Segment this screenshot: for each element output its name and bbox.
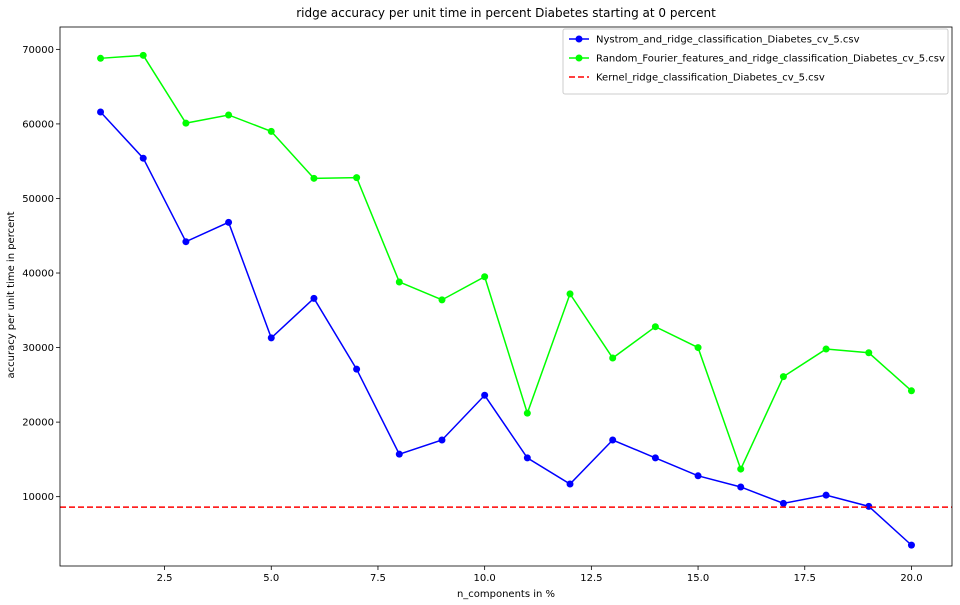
series-0-point	[523, 454, 531, 462]
series-0-point	[481, 391, 489, 399]
series-1-point	[481, 273, 489, 281]
x-tick-label: 2.5	[157, 573, 173, 584]
series-0-point	[822, 491, 830, 499]
series-1-point	[139, 51, 147, 59]
series-1-point	[438, 296, 446, 304]
series-1-point	[865, 349, 873, 357]
series-0-point	[182, 238, 190, 246]
x-axis-label: n_components in %	[457, 589, 555, 600]
y-tick-label: 60000	[22, 119, 54, 130]
series-1-point	[97, 54, 105, 62]
x-tick-label: 10.0	[474, 573, 496, 584]
series-1-point	[694, 344, 702, 352]
series-1-point	[609, 354, 617, 362]
series-0-point	[907, 541, 915, 549]
series-0-point	[139, 154, 147, 162]
series-0-point	[651, 454, 659, 462]
plot-series	[60, 51, 952, 549]
y-tick-label: 50000	[22, 194, 54, 205]
x-tick-label: 15.0	[687, 573, 709, 584]
series-0-point	[566, 480, 574, 488]
series-1-point	[395, 278, 403, 286]
legend-entry-label: Kernel_ridge_classification_Diabetes_cv_…	[596, 73, 825, 84]
legend: Nystrom_and_ridge_classification_Diabete…	[562, 28, 949, 95]
series-0-line	[99, 111, 912, 546]
series-0-point	[97, 108, 105, 116]
y-axis-label: accuracy per unit time in percent	[6, 211, 17, 378]
series-1-point	[310, 174, 318, 182]
series-0-point	[395, 450, 403, 458]
series-0-point	[267, 334, 275, 342]
series-1-point	[737, 465, 745, 473]
legend-box	[562, 28, 949, 95]
series-1-point	[822, 345, 830, 353]
series-1-point	[651, 323, 659, 331]
chart-title: ridge accuracy per unit time in percent …	[296, 6, 716, 20]
series-0-point	[865, 502, 873, 510]
series-1-point	[907, 387, 915, 395]
series-1-point	[182, 119, 190, 127]
series-0-point	[694, 472, 702, 480]
series-1-line	[100, 54, 912, 472]
series-0-point	[310, 294, 318, 302]
x-tick-label: 5.0	[263, 573, 279, 584]
x-tick-label: 12.5	[580, 573, 602, 584]
series-1-point	[225, 111, 233, 119]
series-0-point	[438, 436, 446, 444]
legend-entry-label: Nystrom_and_ridge_classification_Diabete…	[596, 35, 860, 46]
series-0-point	[225, 218, 233, 226]
x-tick-label: 17.5	[794, 573, 816, 584]
series-0-point	[353, 365, 361, 373]
legend-marker	[575, 54, 583, 62]
series-0-point	[779, 499, 787, 507]
series-1-point	[779, 373, 787, 381]
y-axis-ticks: 10000 20000 30000 40000 50000 60000 70000	[22, 45, 60, 503]
series-0-point	[609, 436, 617, 444]
series-1-point	[523, 409, 531, 417]
series-1-point	[267, 127, 275, 135]
x-tick-label: 20.0	[900, 573, 922, 584]
series-1-point	[353, 174, 361, 182]
series-0-point	[737, 483, 745, 491]
series-1-point	[566, 290, 574, 298]
legend-marker	[575, 35, 583, 43]
x-tick-label: 7.5	[370, 573, 386, 584]
y-tick-label: 30000	[22, 343, 54, 354]
plot-frame	[59, 26, 953, 567]
y-tick-label: 70000	[22, 45, 54, 56]
x-axis-ticks: 2.5 5.0 7.5 10.0 12.5 15.0 17.5 20.0	[157, 566, 923, 584]
y-tick-label: 20000	[22, 418, 54, 429]
y-tick-label: 10000	[22, 492, 54, 503]
legend-entry-label: Random_Fourier_features_and_ridge_classi…	[596, 54, 945, 65]
y-tick-label: 40000	[22, 269, 54, 280]
